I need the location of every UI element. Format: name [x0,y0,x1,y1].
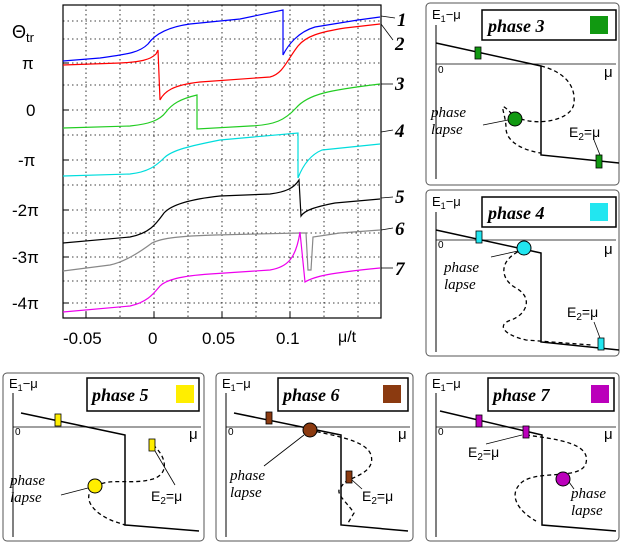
panel-title: phase 4 [486,203,545,223]
e2-label: E2=μ [567,304,598,323]
panel-zero: 0 [15,427,21,438]
phase-lapse-text: phase [9,473,45,489]
panel-title: phase 7 [491,385,551,405]
panel-axis-label: E1−μ [432,194,461,211]
panel-mu: μ [604,64,613,81]
panel-phase-6: E1−μ 0 μ phase 6 phase lapse E2=μ [215,372,414,542]
phase-lapse-text: phase [229,468,265,484]
phase-lapse-text: phase [443,260,479,276]
phase-lapse-text: lapse [571,503,603,519]
y-tick-label: -3π [12,248,39,267]
panel-mu: μ [604,241,613,258]
e2-label: E2=μ [468,444,499,463]
panel-phase-4: E1−μ 0 μ phase 4 phase lapse E2=μ [425,189,620,357]
panel-title: phase 6 [281,385,340,405]
panel-axis-label: E1−μ [432,376,461,393]
curve-labels: 1 2 3 4 5 6 7 [380,10,407,280]
phase-color-swatch [590,203,608,221]
panel-title: phase 5 [90,385,149,405]
y-tick-label: 0 [26,101,35,120]
panel-phase-3: E1−μ 0 μ phase 3 phase lapse E2=μ [425,2,620,186]
phase-lapse-text: phase [430,105,466,121]
phase-lapse-text: lapse [444,277,476,293]
axis-ticks [63,62,291,318]
x-tick-label: 0.1 [276,329,300,348]
y-tick-label: π [22,54,34,73]
curve-label-7: 7 [395,259,406,280]
x-tick-label: 0.05 [202,329,235,348]
panel-phase-5: E1−μ 0 μ phase 5 phase lapse E2=μ [2,372,205,542]
curve-label-2: 2 [394,34,405,55]
curve-label-1: 1 [397,10,407,31]
panel-zero: 0 [228,427,234,438]
curve-7 [62,231,381,313]
phase-color-swatch [590,16,608,34]
curves [62,9,381,313]
panel-axis-label: E1−μ [9,376,38,393]
curve-label-4: 4 [394,121,405,142]
curve-2 [62,23,381,101]
x-tick-label: -0.05 [63,329,102,348]
e2-label: E2=μ [151,488,182,507]
y-tick-label: -π [18,151,35,170]
phase-lapse-text: lapse [230,485,262,501]
e2-label: E2=μ [362,488,393,507]
y-axis-label: Θtr [12,22,35,45]
panel-mu: μ [604,426,613,443]
curve-3 [62,83,381,130]
e2-label: E2=μ [569,124,600,143]
phase-lapse-text: lapse [10,490,42,506]
curve-label-3: 3 [394,74,405,95]
curve-6 [62,229,381,272]
x-tick-label: 0 [148,329,157,348]
panel-zero: 0 [438,427,444,438]
phase-color-swatch [591,385,609,403]
phase-lapse-text: phase [570,486,606,502]
curve-4 [62,132,381,179]
panel-mu: μ [189,426,198,443]
plot-frame [62,4,382,319]
panel-zero: 0 [438,65,444,76]
curve-label-6: 6 [395,219,405,240]
phase-color-swatch [383,385,401,403]
main-plot: 1 2 3 4 5 6 7 Θtr π 0 -π -2π -3π -4π -0.… [12,4,407,348]
panel-title: phase 3 [486,16,545,36]
x-axis-label: μ/t [338,329,357,346]
panel-mu: μ [398,426,407,443]
y-tick-label: -2π [12,201,39,220]
phase-color-swatch [176,385,194,403]
panel-axis-label: E1−μ [222,376,251,393]
curve-5 [62,178,381,244]
panel-zero: 0 [438,240,444,251]
phase-lapse-text: lapse [431,122,463,138]
curve-label-5: 5 [395,187,405,208]
panel-axis-label: E1−μ [432,7,461,24]
panel-phase-7: E1−μ 0 μ phase 7 E2=μ phase lapse [425,372,620,542]
curve-1 [62,9,381,62]
y-tick-label: -4π [12,294,39,313]
